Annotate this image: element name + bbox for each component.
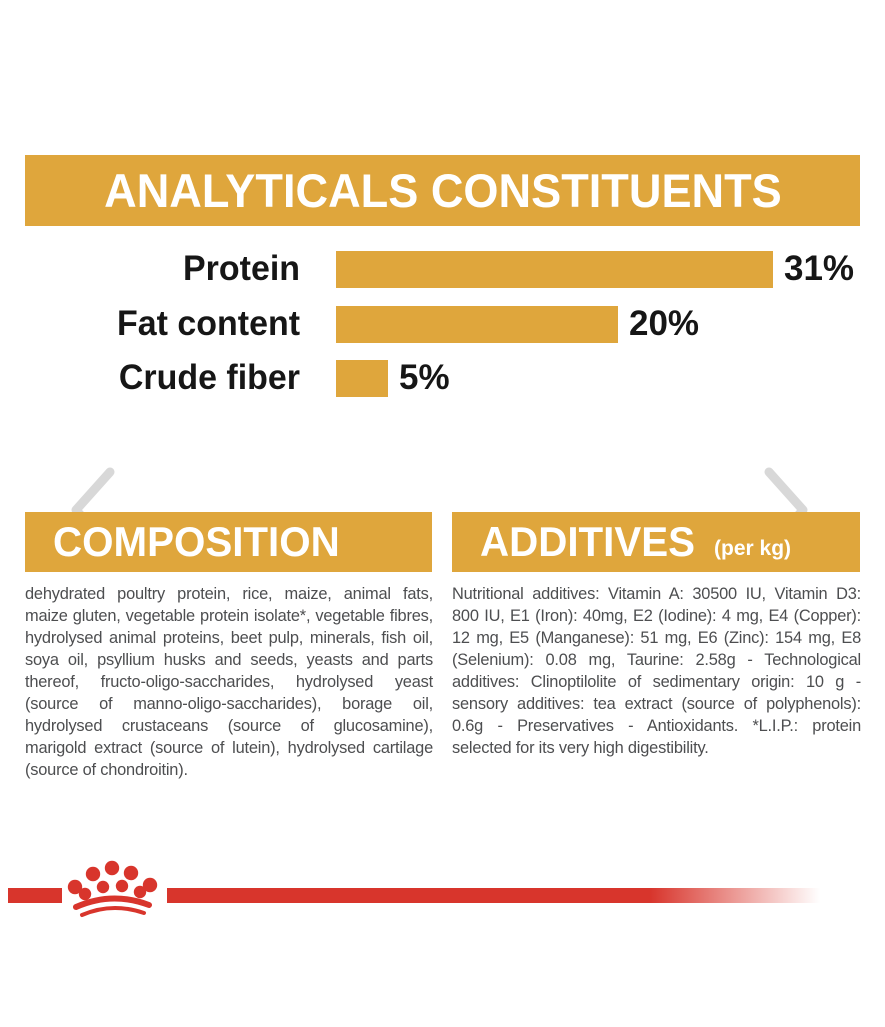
analyticals-constituents-title: ANALYTICALS CONSTITUENTS	[103, 164, 782, 217]
analyticals-constituents-banner: ANALYTICALS CONSTITUENTS	[25, 155, 860, 226]
brand-divider-left	[8, 888, 62, 903]
chart-label-crude-fiber: Crude fiber	[118, 358, 300, 397]
chart-bar-fat-content	[336, 305, 618, 343]
additives-per-kg-label: (per kg)	[714, 537, 792, 560]
chart-bar-crude-fiber	[336, 359, 388, 397]
chart-row-crude-fiber: Crude fiber 5%	[25, 358, 450, 397]
additives-header: ADDITIVES	[480, 518, 696, 565]
additives-banner: ADDITIVES (per kg)	[452, 512, 860, 572]
composition-banner: COMPOSITION	[25, 512, 432, 572]
chart-value-crude-fiber: 5%	[399, 358, 450, 397]
chart-value-fat-content: 20%	[629, 304, 700, 343]
royal-canin-crown-logo	[64, 860, 164, 923]
chart-label-fat-content: Fat content	[117, 304, 300, 343]
chart-label-protein: Protein	[183, 249, 300, 288]
chart-row-protein: Protein 31%	[25, 249, 855, 288]
composition-text: dehydrated poultry protein, rice, maize,…	[25, 585, 433, 779]
chart-row-fat-content: Fat content 20%	[25, 304, 700, 343]
additives-text: Nutritional additives: Vitamin A: 30500 …	[452, 585, 861, 757]
composition-header: COMPOSITION	[53, 518, 340, 565]
chart-bar-protein	[336, 250, 773, 288]
brand-divider-right	[167, 888, 820, 903]
chart-value-protein: 31%	[784, 249, 855, 288]
